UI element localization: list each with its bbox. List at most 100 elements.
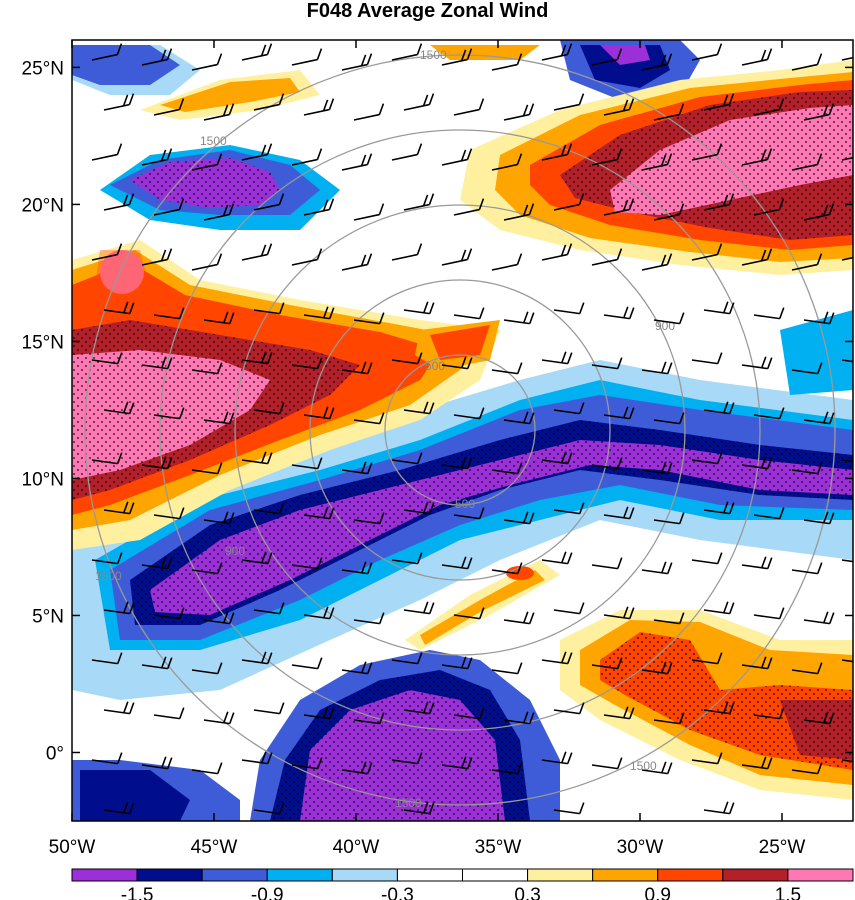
wind-barb <box>241 143 273 161</box>
wind-barb <box>803 203 835 221</box>
wind-barb <box>491 662 523 675</box>
wind-barb <box>653 312 685 325</box>
wind-barb <box>241 551 273 565</box>
wind-barb <box>641 461 673 475</box>
colorbar-tick-label: 1.5 <box>775 885 801 900</box>
wind-barb <box>191 762 223 775</box>
wind-barb <box>791 153 823 171</box>
wind-barb <box>503 311 535 325</box>
wind-barb <box>841 659 853 663</box>
wind-barb <box>841 359 853 363</box>
colorbar-tick-label: -1.5 <box>121 885 154 900</box>
wind-barb <box>641 761 673 775</box>
wind-barb <box>291 248 323 266</box>
wind-barb <box>603 98 635 116</box>
wind-barb <box>691 752 723 765</box>
wind-barb <box>203 411 235 425</box>
wind-barb <box>241 751 273 765</box>
wind-barb <box>141 248 173 266</box>
wind-barb <box>153 407 185 420</box>
wind-barb <box>153 98 185 116</box>
wind-barb <box>291 457 323 470</box>
wind-barb <box>353 203 385 221</box>
wind-barb <box>103 801 135 815</box>
wind-barb <box>803 103 835 121</box>
wind-barb <box>441 756 473 770</box>
colorbar-swatch <box>266 868 333 882</box>
wind-barb <box>491 762 523 775</box>
wind-barb <box>803 711 835 725</box>
lat-tick-label: 0° <box>46 743 64 764</box>
wind-barb <box>791 362 823 375</box>
wind-barb <box>641 361 673 375</box>
wind-barb <box>791 762 823 775</box>
wind-barb <box>403 401 435 415</box>
wind-barb <box>191 362 223 375</box>
wind-barb <box>241 451 273 465</box>
wind-barb <box>341 561 373 575</box>
wind-barb <box>741 48 773 66</box>
wind-barb <box>253 93 285 111</box>
wind-barb <box>453 707 485 720</box>
wind-barb <box>603 506 635 520</box>
lat-tick-label: 20°N <box>22 195 64 216</box>
wind-barb <box>691 552 723 565</box>
range-ring-label: 900 <box>225 544 245 558</box>
wind-barb <box>91 143 123 161</box>
wind-barb <box>403 501 435 515</box>
wind-barb <box>541 651 573 665</box>
range-ring <box>234 204 686 656</box>
wind-barb <box>141 456 173 470</box>
wind-barb <box>403 601 435 615</box>
lon-tick-label: 35°W <box>475 837 522 858</box>
wind-barb <box>641 661 673 675</box>
wind-barb <box>791 662 823 675</box>
wind-barb <box>353 612 385 625</box>
significance-stippling <box>72 90 853 821</box>
wind-barb <box>553 502 585 515</box>
range-ring <box>84 54 836 806</box>
wind-barb <box>91 452 123 465</box>
wind-barb <box>491 53 523 71</box>
wind-barb <box>841 459 853 463</box>
wind-barb <box>603 306 635 320</box>
wind-barb <box>841 156 853 161</box>
wind-barb <box>741 356 773 370</box>
wind-barb <box>553 802 585 815</box>
wind-barb <box>541 451 573 465</box>
wind-barb <box>591 248 623 266</box>
colorbar-swatch <box>201 868 268 882</box>
wind-barb <box>141 556 173 570</box>
wind-barb <box>353 512 385 525</box>
colorbar-swatch <box>592 868 659 882</box>
lon-tick-label: 40°W <box>333 837 380 858</box>
wind-barb <box>341 461 373 475</box>
wind-barb <box>753 607 785 620</box>
wind-barb <box>103 601 135 615</box>
wind-barb <box>641 253 673 271</box>
wind-barb <box>253 193 285 211</box>
wind-barb <box>441 48 473 66</box>
wind-barb <box>403 301 435 315</box>
wind-barb <box>753 507 785 520</box>
wind-barb <box>691 143 723 161</box>
wind-barb <box>291 48 323 66</box>
wind-barb <box>741 556 773 570</box>
wind-barb <box>191 53 223 71</box>
wind-barb <box>591 557 623 570</box>
wind-barb <box>541 751 573 765</box>
colorbar-swatch <box>462 868 529 882</box>
wind-barb <box>553 193 585 211</box>
wind-barb <box>791 253 823 271</box>
wind-barb <box>103 501 135 515</box>
wind-barb <box>291 148 323 166</box>
lon-tick-label: 30°W <box>617 837 664 858</box>
wind-barb <box>403 193 435 211</box>
wind-barb <box>653 712 685 725</box>
wind-barb <box>653 412 685 425</box>
latitude-axis: 25°N 20°N 15°N 10°N 5°N 0° <box>22 58 853 764</box>
wind-barb <box>291 557 323 570</box>
wind-barb <box>391 652 423 665</box>
wind-barb <box>791 562 823 575</box>
wind-barb <box>203 511 235 525</box>
